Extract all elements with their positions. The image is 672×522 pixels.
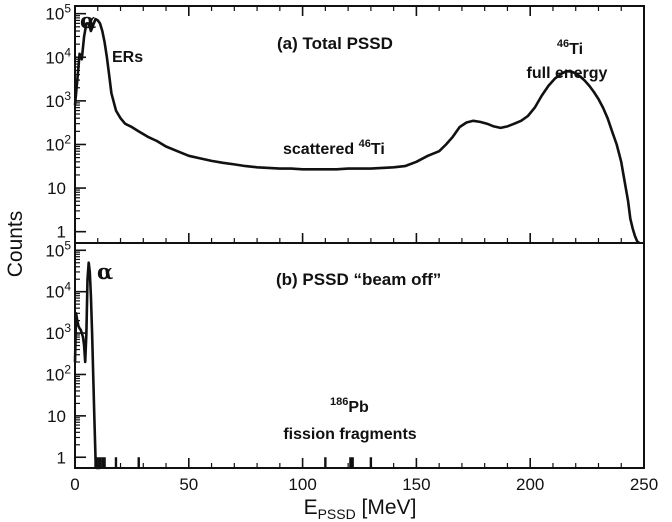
y-tick-exp: 4: [64, 45, 71, 59]
y-tick-exp: 3: [64, 89, 71, 103]
panel-b-title: (b) PSSD “beam off”: [276, 270, 441, 289]
y-tick-base: 10: [45, 135, 64, 154]
pb-sup: 186: [330, 396, 348, 408]
x-axis-title-unit: [MeV]: [356, 496, 417, 519]
y-tick-base: 10: [45, 5, 64, 24]
y-tick-base: 10: [45, 92, 64, 111]
y-tick-label: 105: [45, 238, 71, 260]
ti-el: Ti: [569, 41, 583, 58]
x-tick-label: 50: [179, 475, 198, 494]
y-tick-label: 10: [47, 179, 66, 198]
y-tick-base: 10: [45, 324, 64, 343]
y-tick-label: 1: [57, 448, 66, 467]
scattered-sup: 46: [359, 138, 371, 150]
ti-sup: 46: [557, 38, 569, 50]
y-tick-label: 104: [45, 45, 71, 67]
panel-a-spectrum-line: [73, 17, 641, 245]
y-tick-label: 102: [45, 132, 71, 154]
y-tick-exp: 5: [64, 2, 71, 16]
x-axis-ticks: 0 50 100 150 200 250: [70, 6, 658, 494]
y-tick-label: 1: [57, 223, 66, 242]
pb-el: Pb: [348, 399, 369, 416]
x-tick-label: 200: [516, 475, 544, 494]
y-tick-label: 103: [45, 321, 71, 343]
y-tick-base: 10: [45, 241, 64, 260]
y-axis-title: Counts: [4, 211, 27, 278]
y-tick-label: 103: [45, 89, 71, 111]
x-axis-title-sub: PSSD: [318, 506, 356, 522]
y-tick-label: 10: [47, 407, 66, 426]
panel-a-ers-label: ERs: [112, 49, 143, 66]
panel-b-fission-label: fission fragments: [283, 426, 416, 443]
y-tick-exp: 2: [64, 362, 71, 376]
y-tick-label: 105: [45, 2, 71, 24]
scattered-el: Ti: [371, 141, 385, 158]
panel-a-alpha-label: α: [80, 8, 96, 33]
y-tick-label: 102: [45, 362, 71, 384]
panel-b-alpha-label: α: [97, 259, 113, 284]
y-tick-base: 10: [45, 283, 64, 302]
x-axis-title-base: E: [304, 496, 318, 519]
panel-a-ti-label: 46Ti: [557, 38, 583, 58]
panel-b-pb-label: 186Pb: [330, 396, 369, 416]
y-tick-exp: 3: [64, 321, 71, 335]
x-tick-label: 100: [288, 475, 316, 494]
panel-a-title: (a) Total PSSD: [277, 34, 393, 53]
x-axis-title: EPSSD [MeV]: [304, 496, 417, 522]
scattered-text: scattered: [283, 141, 359, 158]
panel-b-sparse-events: [94, 457, 373, 468]
x-tick-label: 0: [70, 475, 79, 494]
y-tick-base: 10: [45, 365, 64, 384]
x-tick-label: 150: [402, 475, 430, 494]
y-tick-label: 104: [45, 280, 71, 302]
x-tick-label: 250: [630, 475, 658, 494]
y-tick-base: 10: [45, 48, 64, 67]
y-tick-exp: 2: [64, 132, 71, 146]
panel-a-scattered-label: scattered 46Ti: [283, 138, 385, 158]
y-tick-exp: 5: [64, 238, 71, 252]
panel-a-full-energy-label: full energy: [527, 65, 608, 82]
y-tick-exp: 4: [64, 280, 71, 294]
